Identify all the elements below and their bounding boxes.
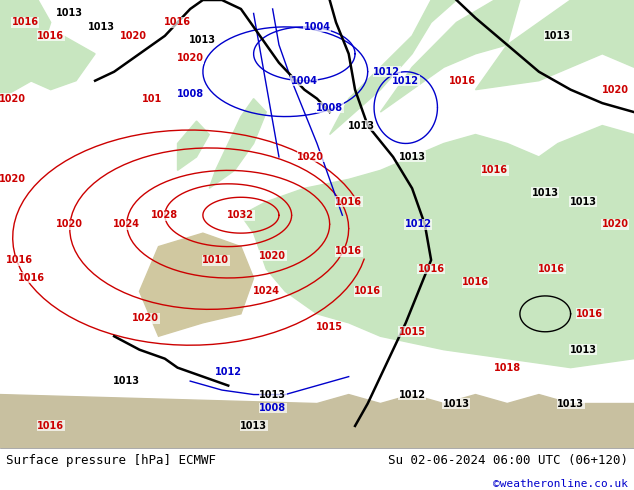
Text: 1016: 1016 xyxy=(335,246,362,256)
Text: 1016: 1016 xyxy=(481,165,508,175)
Text: 1020: 1020 xyxy=(602,85,628,95)
Text: 1016: 1016 xyxy=(418,264,444,274)
Text: 1016: 1016 xyxy=(12,18,39,27)
Text: 1016: 1016 xyxy=(450,75,476,86)
Text: 1013: 1013 xyxy=(113,376,140,386)
Text: 1012: 1012 xyxy=(392,75,419,86)
Text: 1013: 1013 xyxy=(532,188,559,198)
Text: 1024: 1024 xyxy=(113,219,140,229)
Text: 1015: 1015 xyxy=(316,322,343,332)
Text: 101: 101 xyxy=(142,94,162,104)
Text: 1008: 1008 xyxy=(259,403,286,413)
Text: 1020: 1020 xyxy=(133,313,159,323)
Text: 1016: 1016 xyxy=(18,273,45,283)
Text: 1008: 1008 xyxy=(316,102,343,113)
Text: 1013: 1013 xyxy=(259,390,286,399)
Polygon shape xyxy=(330,0,456,135)
Text: 1013: 1013 xyxy=(190,35,216,46)
Text: 1020: 1020 xyxy=(602,219,628,229)
Text: 1020: 1020 xyxy=(120,31,146,41)
Text: 1016: 1016 xyxy=(462,277,489,288)
Text: 1012: 1012 xyxy=(405,219,432,229)
Text: 1013: 1013 xyxy=(348,121,375,130)
Text: 1028: 1028 xyxy=(152,210,178,220)
Text: 1012: 1012 xyxy=(215,367,242,377)
Polygon shape xyxy=(476,0,634,90)
Text: 1013: 1013 xyxy=(570,197,597,207)
Text: 1013: 1013 xyxy=(443,398,470,409)
Text: 1010: 1010 xyxy=(202,255,229,265)
Polygon shape xyxy=(380,0,520,112)
Text: 1016: 1016 xyxy=(37,421,64,431)
Text: 1012: 1012 xyxy=(399,390,425,399)
Text: 1020: 1020 xyxy=(259,250,286,261)
Text: 1020: 1020 xyxy=(297,152,324,162)
Text: 1018: 1018 xyxy=(494,363,521,373)
Text: 1012: 1012 xyxy=(373,67,400,77)
Text: Surface pressure [hPa] ECMWF: Surface pressure [hPa] ECMWF xyxy=(6,454,216,467)
Polygon shape xyxy=(209,98,266,188)
Text: ©weatheronline.co.uk: ©weatheronline.co.uk xyxy=(493,479,628,489)
Text: 1013: 1013 xyxy=(545,31,571,41)
Text: 1013: 1013 xyxy=(56,8,83,19)
Text: 1016: 1016 xyxy=(335,197,362,207)
Text: 1016: 1016 xyxy=(354,287,381,296)
Text: 1004: 1004 xyxy=(291,75,318,86)
Text: 1020: 1020 xyxy=(0,174,26,184)
Text: 1004: 1004 xyxy=(304,22,330,32)
Text: 1013: 1013 xyxy=(570,344,597,355)
Polygon shape xyxy=(520,125,634,269)
Text: 1020: 1020 xyxy=(177,53,204,63)
Text: 1016: 1016 xyxy=(164,18,191,27)
Polygon shape xyxy=(139,233,254,336)
Text: 1016: 1016 xyxy=(576,309,603,319)
Text: 1008: 1008 xyxy=(177,89,204,99)
Text: 1020: 1020 xyxy=(0,94,26,104)
Polygon shape xyxy=(0,36,95,90)
Text: 1016: 1016 xyxy=(538,264,565,274)
Text: Su 02-06-2024 06:00 UTC (06+120): Su 02-06-2024 06:00 UTC (06+120) xyxy=(387,454,628,467)
Text: 1032: 1032 xyxy=(228,210,254,220)
Polygon shape xyxy=(178,121,209,171)
Polygon shape xyxy=(0,394,634,448)
Polygon shape xyxy=(0,0,51,98)
Polygon shape xyxy=(241,135,634,368)
Text: 1015: 1015 xyxy=(399,327,425,337)
Text: 1013: 1013 xyxy=(240,421,267,431)
Text: 1016: 1016 xyxy=(6,255,32,265)
Text: 1013: 1013 xyxy=(399,152,425,162)
Text: 1013: 1013 xyxy=(557,398,584,409)
Text: 1013: 1013 xyxy=(88,22,115,32)
Text: 1016: 1016 xyxy=(37,31,64,41)
Text: 1020: 1020 xyxy=(56,219,83,229)
Text: 1024: 1024 xyxy=(253,287,280,296)
